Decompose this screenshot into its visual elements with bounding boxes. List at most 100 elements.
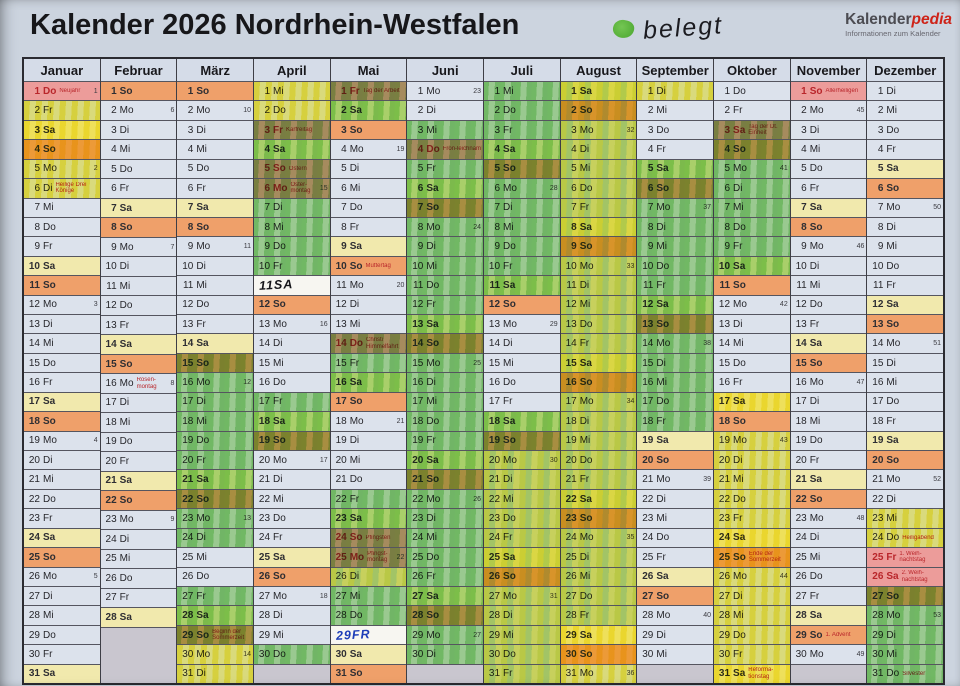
day-number: 26 [182,571,194,583]
day-number: 27 [28,590,40,602]
weekday-label: So [579,377,593,389]
weekday-label: So [349,532,363,544]
day-number: 15 [718,357,731,369]
week-number: 2 [93,165,98,173]
weekday-label: Mi [119,553,131,565]
logo-part2: pedia [911,11,952,28]
day-cell: 13 Di [24,314,100,334]
day-cell: 20 So [637,450,714,470]
weekday-label: So [273,163,286,175]
day-cell: 18 So [24,411,100,431]
day-cell: 23 Di [407,508,484,528]
weekday-label: Sa [733,260,746,272]
weekday-label: Sa [196,202,209,214]
week-number: 24 [473,223,482,231]
day-number: 5 [494,163,501,175]
day-number: 21 [718,474,731,486]
day-number: 27 [565,590,577,602]
day-number: 7 [647,202,654,214]
day-number: 5 [724,163,731,175]
weekday-label: Fr [426,299,436,311]
week-number: 13 [243,514,252,522]
day-number: 4 [111,144,117,156]
weekday-label: Do [43,357,56,369]
day-cell: 8 Di [637,216,714,237]
day-cell: 21 Sa [177,469,254,489]
day-number: 1 [724,85,731,97]
day-cell: 25 Di [560,547,637,567]
day-number: 5 [417,163,424,175]
month-august: August 1 Sa 2 So 3 Mo 32 4 Di 5 Mi 6 Do 7 Fr 8 Sa 9 So 10 Mo 3… [559,59,637,684]
day-cell: 7 Mo 37 [637,197,714,217]
day-number: 23 [182,512,194,524]
day-cell: 28 Mo 40 [637,605,714,625]
day-number: 7 [801,202,807,214]
day-cell: 1 So [177,81,254,101]
day-number: 19 [488,435,501,447]
weekday-label: Mi [503,85,514,97]
day-number: 2 [111,105,117,117]
weekday-label: So [656,182,670,194]
day-cell: 24 Do [637,527,714,548]
day-number: 9 [34,241,40,253]
weekday-label: Mo [656,202,671,214]
day-cell: 9 Mi [867,236,944,256]
day-cell: 30 Mo 14 [177,644,254,664]
month-november: November 1 So Allerheiligen 2 Mo 45 3 Di 4 Mi 5 Do 6 F… [789,59,867,684]
weekday-label: Do [196,299,210,311]
weekday-label: Di [196,124,206,136]
day-cell: 5 Di [330,158,407,179]
weekday-label: Mi [656,377,667,389]
weekday-label: Mi [196,279,207,291]
weekday-label: Di [43,590,53,602]
day-cell: 23 Fr [714,508,790,528]
weekday-label: Di [579,279,590,291]
day-cell: 3 Fr [484,119,560,140]
weekday-label: Mi [119,280,131,292]
weekday-label: Mo [196,241,211,253]
weekday-label: Sa [809,338,822,350]
weekday-label: Fr [196,590,206,602]
weekday-label: Mi [809,279,821,291]
week-number: 52 [933,476,942,484]
day-number: 25 [28,551,40,563]
day-cell: 7 Sa [100,197,177,218]
day-cell: 10 Di [790,255,867,276]
weekday-label: Mo [119,241,134,253]
day-cell: 30 Fr [24,644,100,664]
day-cell: 31 Sa Reforma-tionstag [714,663,790,684]
day-cell: 26 Sa [637,566,714,586]
day-number: 20 [488,454,501,466]
day-number: 15 [795,357,807,369]
week-number: 16 [319,320,328,328]
weekday-label: Fr [503,668,513,680]
weekday-label: Mo [579,532,594,544]
weekday-label: Mi [656,105,667,117]
day-number: 2 [877,105,884,117]
day-number: 4 [494,143,501,155]
week-number: 32 [626,126,635,134]
week-number: 14 [243,650,252,658]
day-number: 13 [412,318,424,330]
weekday-label: Di [656,493,666,505]
weekday-label: Di [809,532,820,544]
day-number: 13 [488,318,501,330]
empty-cell [100,626,177,684]
month-header: Januar [24,59,100,81]
day-number: 7 [494,202,501,214]
day-number: 11 [106,280,117,292]
weekday-label: Do [503,377,516,389]
weekday-label: Mi [43,610,54,622]
day-number: 18 [642,415,654,427]
day-number: 30 [718,648,731,660]
week-number: 31 [549,592,558,600]
day-number: 29 [258,629,271,641]
day-number: 24 [335,532,347,544]
day-cell: 5 Mo 41 [714,158,790,179]
day-cell: 13 Mo 16 [254,314,330,334]
day-number: 3 [801,124,807,136]
weekday-label: Di [43,318,53,330]
day-cell: 12 Mi [560,294,637,315]
month-september: September 1 Di 2 Mi 3 Do 4 Fr 5 Sa 6 So 7 Mo 37 8 Di 9 Mi 10… [636,59,714,684]
day-number: 12 [488,299,501,311]
